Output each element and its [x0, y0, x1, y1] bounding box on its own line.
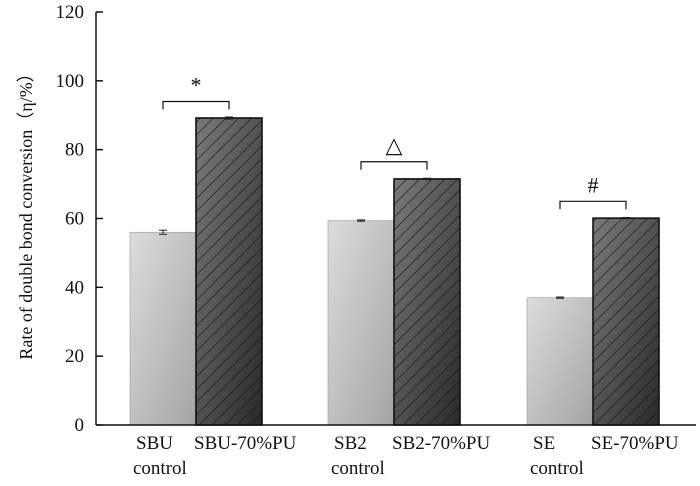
y-tick-label: 20	[65, 346, 84, 367]
y-tick-label: 120	[56, 2, 85, 23]
significance-marker: △	[386, 133, 403, 158]
x-category-labels: SBU control SBU-70%PU SB2 control SB2-70%PU SE…	[133, 433, 679, 479]
bracket-line	[360, 161, 428, 170]
category-label: SBU	[136, 433, 173, 454]
error-bar-6	[622, 216, 630, 220]
error-bar-4	[423, 177, 431, 181]
bar-1	[129, 231, 197, 426]
significance-layer: * △ #	[162, 72, 627, 210]
bar-2	[195, 117, 263, 426]
category-label: SE-70%PU	[591, 433, 679, 454]
category-label-line2: control	[530, 458, 584, 479]
error-bar-1	[159, 229, 167, 235]
error-bar-3	[357, 219, 365, 222]
significance-marker: #	[588, 172, 599, 197]
category-label: SE	[533, 433, 555, 454]
significance-marker: *	[191, 72, 202, 97]
error-bars-layer	[159, 116, 630, 299]
bar-4	[393, 178, 461, 426]
y-axis-label: Rate of double bond conversion（η/%）	[16, 64, 36, 359]
bars-layer	[129, 117, 660, 426]
bar-6	[592, 217, 660, 426]
bar-5	[526, 297, 594, 426]
y-tick-label: 40	[65, 277, 84, 298]
y-tick-label: 60	[65, 209, 84, 230]
category-label-line2: control	[331, 458, 385, 479]
y-tick-label: 100	[56, 71, 85, 92]
category-label: SB2-70%PU	[392, 433, 490, 454]
bar-hatch	[593, 218, 659, 425]
significance-bracket-2: △	[360, 133, 428, 170]
bar-3	[327, 220, 395, 426]
y-ticks: 0 20 40 60 80 100 120	[56, 2, 103, 436]
category-label: SB2	[334, 433, 367, 454]
category-label-line2: control	[133, 458, 187, 479]
significance-bracket-3: #	[559, 172, 627, 210]
error-bar-5	[556, 296, 564, 299]
category-label: SBU-70%PU	[194, 433, 297, 454]
bar-hatch	[394, 178, 460, 425]
y-tick-label: 80	[65, 140, 84, 161]
bar-hatch	[196, 118, 262, 426]
error-bar-2	[225, 116, 233, 120]
bracket-line	[162, 100, 230, 110]
significance-bracket-1: *	[162, 72, 230, 110]
y-tick-label: 0	[75, 415, 85, 436]
bracket-line	[559, 200, 627, 210]
